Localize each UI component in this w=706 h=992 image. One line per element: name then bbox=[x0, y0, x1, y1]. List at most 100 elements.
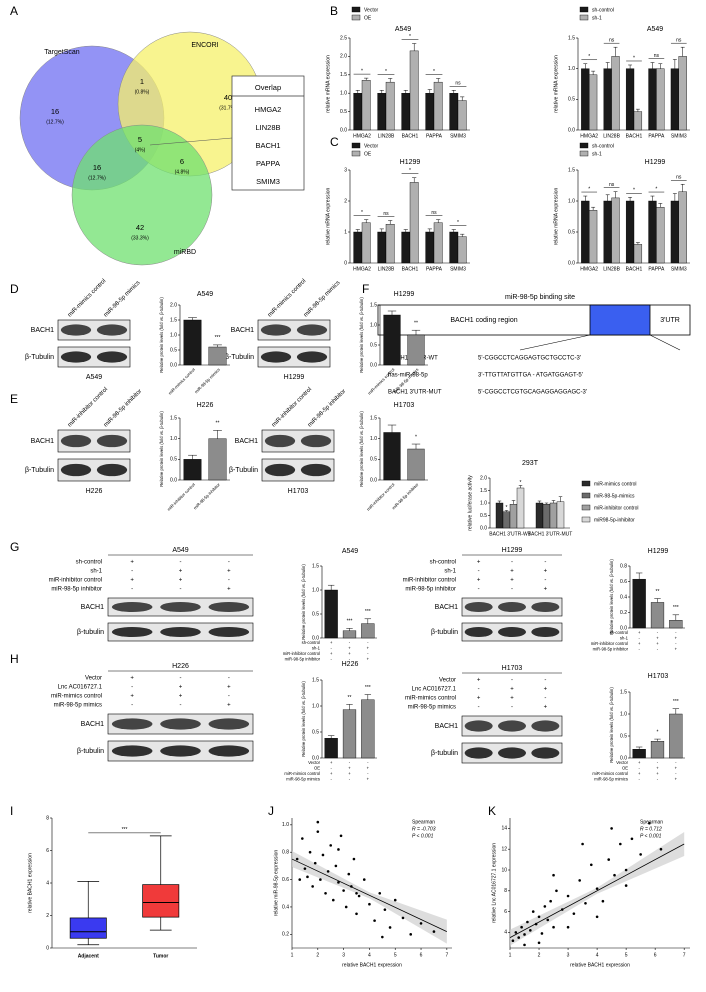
condition-sign: + bbox=[544, 705, 548, 711]
error-bar bbox=[387, 424, 397, 433]
x-tick-label: BACH1 bbox=[626, 266, 643, 272]
bar bbox=[361, 222, 371, 264]
significance: ns bbox=[676, 175, 682, 181]
scatter-point bbox=[324, 891, 327, 895]
blot-band bbox=[96, 463, 128, 477]
chart-title: A549 bbox=[197, 291, 213, 298]
zoom-line bbox=[519, 334, 591, 351]
x-tick-label: LIN28B bbox=[378, 133, 395, 139]
overlap-gene: SMIM3 bbox=[256, 177, 280, 186]
sequence: 5'-CGGCCTCGTGCAGAGGAGGAGC-3' bbox=[478, 390, 587, 396]
scatter-point bbox=[581, 842, 584, 846]
error-bar bbox=[188, 454, 197, 460]
bar bbox=[401, 92, 411, 131]
blot-band bbox=[464, 601, 493, 613]
condition-sign: - bbox=[180, 676, 182, 682]
condition-sign: + bbox=[330, 760, 333, 765]
error-bar bbox=[591, 70, 596, 75]
y-axis-label: Relative protein levels (fold vs. β-tubu… bbox=[609, 687, 614, 763]
significance: *** bbox=[673, 699, 679, 705]
scatter-point bbox=[337, 881, 340, 884]
y-axis-label: Relative protein levels (fold vs. β-tubu… bbox=[301, 564, 306, 640]
significance: ns bbox=[609, 38, 615, 44]
scatter-point bbox=[566, 894, 570, 898]
condition-label: miR-mimics control bbox=[405, 696, 456, 702]
blot-band bbox=[60, 463, 92, 477]
blot-band bbox=[160, 601, 201, 613]
x-tick-label: LIN28B bbox=[378, 266, 395, 272]
error-bar bbox=[605, 194, 610, 201]
legend-label: sh-control bbox=[592, 143, 614, 149]
condition-sign: - bbox=[675, 760, 677, 765]
scatter-point bbox=[352, 857, 356, 861]
y-tick-label: 1.0 bbox=[370, 322, 377, 328]
condition-sign: - bbox=[228, 676, 230, 682]
y-axis-label: relative mRNA expression bbox=[325, 55, 331, 113]
condition-sign: + bbox=[638, 630, 641, 635]
scatter-point bbox=[526, 920, 529, 924]
scatter-point bbox=[560, 908, 564, 911]
legend-label: sh-1 bbox=[592, 15, 602, 21]
y-tick-label: 0.0 bbox=[340, 127, 347, 133]
y-tick-label: 0.2 bbox=[620, 610, 627, 616]
bar bbox=[385, 81, 395, 131]
bar bbox=[556, 501, 565, 529]
blot-caption: H1299 bbox=[284, 374, 305, 381]
bar bbox=[669, 713, 683, 759]
y-tick-label: 1.0 bbox=[170, 332, 177, 338]
blot-row-label: β-Tubulin bbox=[225, 354, 254, 361]
y-tick-label: 0.5 bbox=[370, 342, 377, 348]
error-bar bbox=[680, 46, 685, 57]
blot-band bbox=[296, 351, 328, 363]
stat-label: P < 0.001 bbox=[412, 833, 434, 839]
blot-band bbox=[96, 324, 128, 336]
error-bar bbox=[537, 500, 542, 503]
scatter-point bbox=[334, 864, 338, 868]
y-tick-label: 0.0 bbox=[620, 625, 627, 631]
error-bar bbox=[403, 229, 408, 232]
condition-sign: + bbox=[179, 569, 183, 575]
panel-label: K bbox=[488, 804, 496, 818]
panel-label: I bbox=[10, 804, 13, 818]
condition-sign: - bbox=[131, 569, 133, 575]
condition-label: miR-mimics control bbox=[284, 771, 320, 776]
error-bar bbox=[436, 219, 441, 223]
bar bbox=[633, 111, 643, 131]
x-axis-label: relative BACH1 expression bbox=[570, 962, 630, 968]
blot-band bbox=[60, 324, 92, 336]
segment-label: BACH1 coding region bbox=[450, 317, 517, 324]
scatter-point bbox=[313, 861, 317, 865]
condition-sign: - bbox=[657, 630, 659, 635]
error-bar bbox=[628, 64, 633, 69]
significance: *** bbox=[673, 605, 679, 611]
error-bar bbox=[213, 430, 222, 439]
bar bbox=[208, 346, 227, 366]
x-tick-label: PAPPA bbox=[648, 133, 665, 139]
scatter-point bbox=[543, 905, 547, 908]
legend-label: miR98-5p-inhibitor bbox=[594, 517, 635, 523]
y-tick-label: 0.2 bbox=[282, 932, 289, 938]
sequence-label: BACH1 3'UTR-MUT bbox=[388, 390, 442, 396]
condition-label: sh-1 bbox=[90, 569, 102, 575]
blot-band bbox=[531, 626, 560, 638]
y-tick-label: 0.0 bbox=[312, 635, 319, 641]
scatter-point bbox=[552, 925, 555, 929]
x-tick-label: 6 bbox=[420, 952, 423, 958]
chart-title: A549 bbox=[395, 26, 411, 33]
y-tick-label: 1.0 bbox=[282, 822, 289, 828]
blot-band bbox=[260, 324, 292, 336]
x-tick-label: HMGA2 bbox=[580, 133, 598, 139]
y-tick-label: 1.0 bbox=[170, 436, 177, 442]
condition-label: Vector bbox=[85, 676, 102, 682]
scatter-point bbox=[298, 878, 302, 881]
condition-sign: - bbox=[367, 640, 369, 645]
x-tick-label: HMGA2 bbox=[353, 133, 371, 139]
blot-band bbox=[296, 324, 328, 336]
x-tick-label: BACH1 3'UTR-MUT bbox=[528, 531, 573, 537]
y-tick-label: 1.0 bbox=[620, 711, 627, 717]
condition-label: miR-inhibitor control bbox=[403, 578, 456, 584]
scatter-point bbox=[306, 875, 309, 879]
venn-set-label: ENCORI bbox=[191, 42, 218, 49]
scatter-point bbox=[566, 925, 570, 929]
blot-band bbox=[300, 434, 332, 448]
